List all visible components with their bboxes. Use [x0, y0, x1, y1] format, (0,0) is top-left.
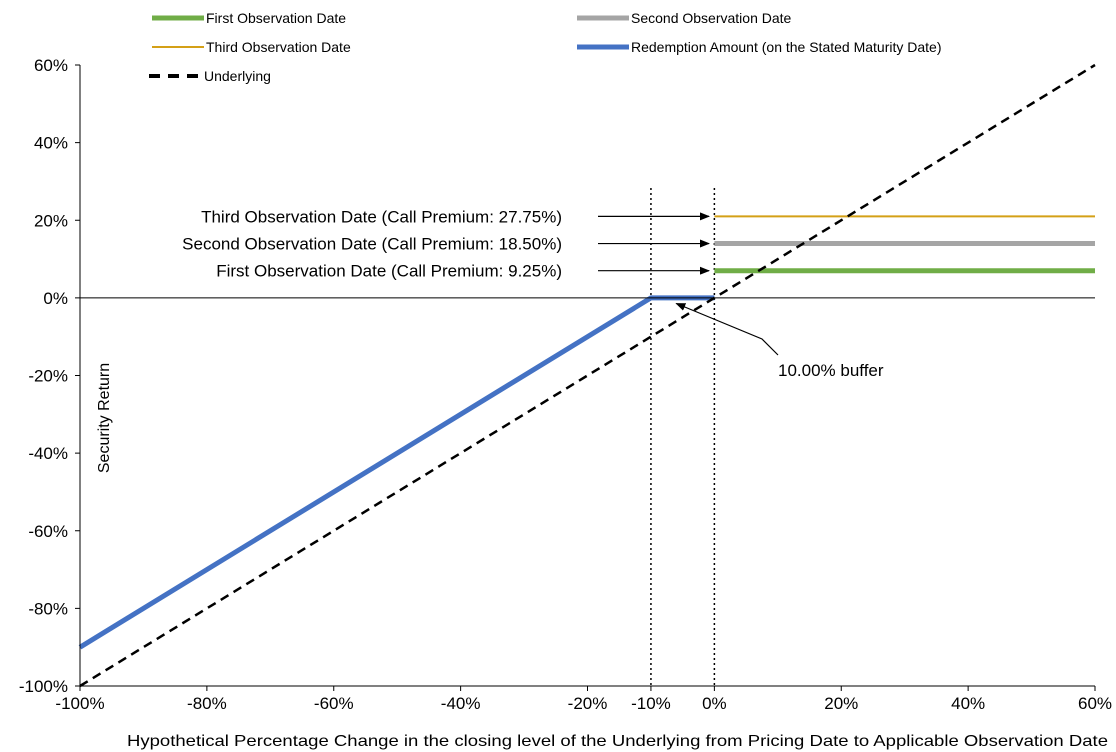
y-axis-label: Security Return	[96, 363, 113, 473]
y-tick-label: -20%	[28, 367, 68, 386]
legend-entry-label: First Observation Date	[206, 10, 346, 26]
series-layer	[78, 63, 1096, 688]
y-tick-label: -100%	[19, 677, 68, 696]
x-tick-label: 40%	[951, 694, 985, 713]
annotation-label: 10.00% buffer	[778, 361, 884, 380]
x-tick-label: -80%	[187, 694, 227, 713]
reference-lines-layer	[650, 188, 716, 686]
annotations-layer: Third Observation Date (Call Premium: 27…	[182, 207, 884, 380]
series-line-underlying	[79, 63, 1096, 688]
y-tick-label: 60%	[34, 56, 68, 75]
x-tick-label: -40%	[441, 694, 481, 713]
y-tick-label: -80%	[28, 599, 68, 618]
y-tick-label: 20%	[34, 211, 68, 230]
annotation-label: Second Observation Date (Call Premium: 1…	[182, 235, 562, 254]
legend: First Observation Date Second Observation…	[149, 10, 942, 84]
axes-layer: -100% -80% -60% -40% -20% -10% 0% 20% 40% 60% 60% 4…	[19, 56, 1112, 713]
y-tick-label: 0%	[43, 289, 68, 308]
x-tick-label: 60%	[1078, 694, 1112, 713]
y-tick-label: -60%	[28, 522, 68, 541]
x-tick-label: -100%	[55, 694, 104, 713]
legend-entry-label: Second Observation Date	[631, 10, 792, 26]
legend-entry-label: Third Observation Date	[206, 39, 351, 55]
x-axis-label: Hypothetical Percentage Change in the cl…	[127, 733, 1108, 750]
y-tick-label: -40%	[28, 444, 68, 463]
legend-entry-label: Redemption Amount (on the Stated Maturit…	[631, 39, 942, 55]
x-tick-label: -60%	[314, 694, 354, 713]
series-line-redemption-amount-on-the-stated-maturity-date	[78, 295, 715, 650]
x-tick-label: 20%	[824, 694, 858, 713]
y-tick-label: 40%	[34, 134, 68, 153]
x-tick-label: 0%	[702, 694, 727, 713]
x-tick-label: -10%	[631, 694, 671, 713]
buffer-arrow	[675, 302, 779, 356]
annotation-label: Third Observation Date (Call Premium: 27…	[201, 207, 562, 226]
legend-entry-label: Underlying	[204, 68, 271, 84]
x-tick-label: -20%	[568, 694, 608, 713]
annotation-label: First Observation Date (Call Premium: 9.…	[216, 262, 562, 281]
